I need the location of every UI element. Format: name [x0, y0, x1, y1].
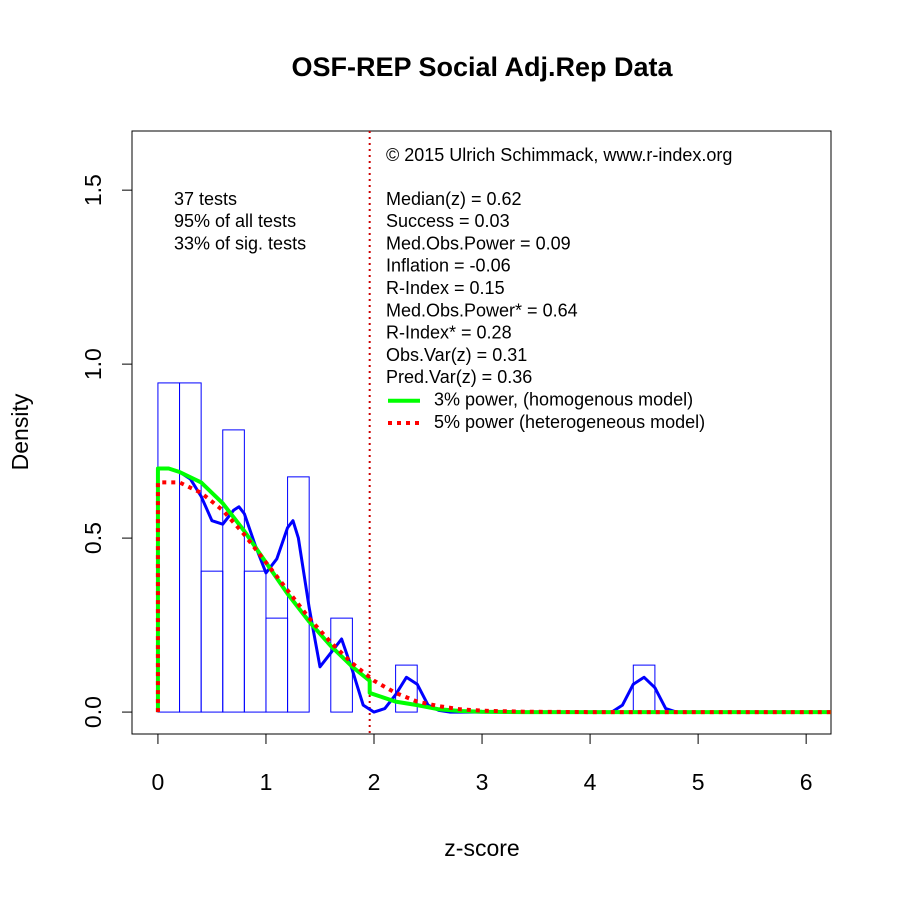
density-curve — [155, 480, 831, 715]
annotation: 95% of all tests — [174, 211, 296, 231]
x-tick-label: 0 — [152, 769, 165, 795]
x-tick-label: 5 — [692, 769, 705, 795]
annotation: R-Index = 0.15 — [386, 278, 505, 298]
annotation: Inflation = -0.06 — [386, 256, 511, 276]
y-axis-label: Density — [7, 393, 33, 470]
x-tick-label: 2 — [368, 769, 381, 795]
annotation: Med.Obs.Power* = 0.64 — [386, 300, 578, 320]
annotation: Pred.Var(z) = 0.36 — [386, 367, 532, 387]
density-curve — [155, 466, 831, 715]
annotation: 33% of sig. tests — [174, 233, 306, 253]
annotation: Med.Obs.Power = 0.09 — [386, 233, 571, 253]
plot-area — [155, 131, 831, 734]
legend-label: 3% power, (homogenous model) — [434, 389, 693, 409]
chart-title: OSF-REP Social Adj.Rep Data — [291, 52, 673, 82]
y-tick-label: 1.5 — [80, 174, 106, 206]
x-tick-label: 4 — [584, 769, 597, 795]
x-axis-label: z-score — [444, 835, 519, 861]
y-tick-label: 1.0 — [80, 348, 106, 380]
annotation: Success = 0.03 — [386, 211, 510, 231]
annotation: 37 tests — [174, 189, 237, 209]
copyright: © 2015 Ulrich Schimmack, www.r-index.org — [386, 145, 732, 165]
histogram-bar — [395, 664, 418, 713]
y-tick-label: 0.0 — [80, 696, 106, 728]
histogram-bar — [179, 382, 202, 713]
y-tick-label: 0.5 — [80, 522, 106, 554]
annotation: Obs.Var(z) = 0.31 — [386, 345, 527, 365]
annotation: R-Index* = 0.28 — [386, 323, 512, 343]
x-tick-label: 6 — [800, 769, 813, 795]
x-tick-label: 3 — [476, 769, 489, 795]
x-tick-label: 1 — [260, 769, 273, 795]
annotation: Median(z) = 0.62 — [386, 189, 522, 209]
legend-label: 5% power (heterogeneous model) — [434, 412, 705, 432]
